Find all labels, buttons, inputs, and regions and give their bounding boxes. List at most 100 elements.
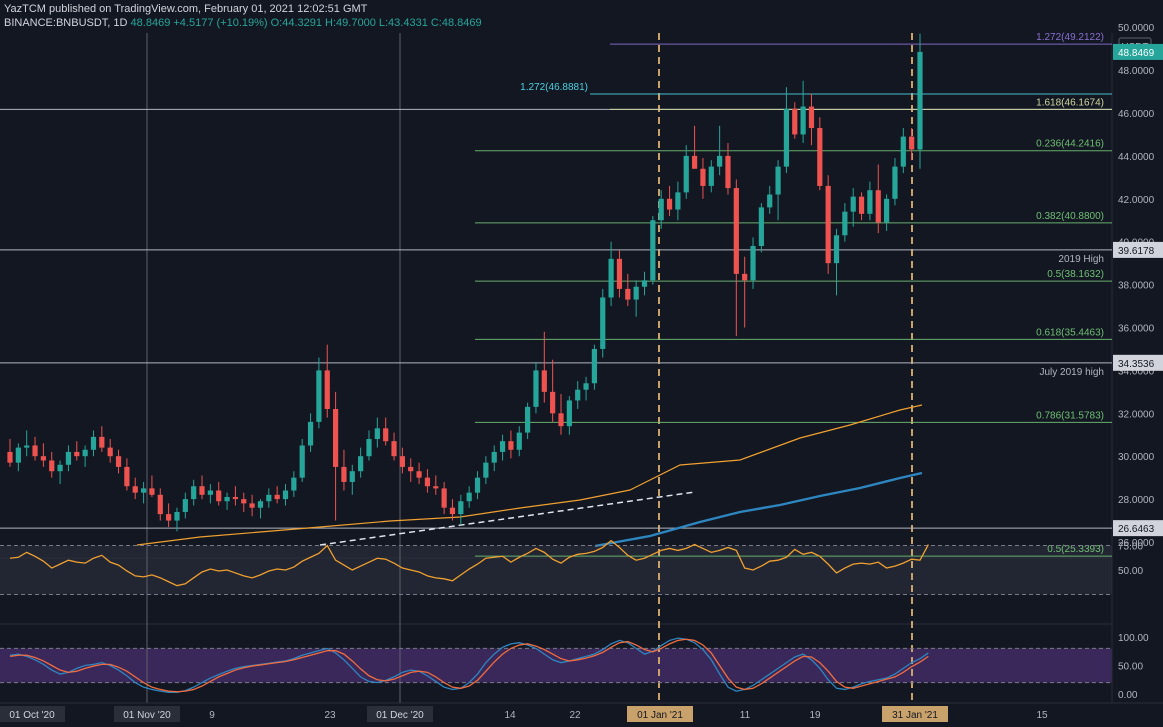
candle-body xyxy=(575,389,581,401)
candle-body xyxy=(366,439,372,457)
candle-body xyxy=(541,370,547,392)
time-label-box xyxy=(627,706,693,722)
candle-body xyxy=(466,492,472,502)
stoch-k-line xyxy=(9,637,929,693)
candle-body xyxy=(641,280,648,287)
symbol-text: BINANCE:BNBUSDT, 1D xyxy=(4,17,128,29)
candle-body xyxy=(124,466,130,487)
rsi-value-box xyxy=(1113,562,1163,578)
y-tick-label: 38.0000 xyxy=(1118,281,1155,292)
candle-body xyxy=(349,471,355,482)
candle-body xyxy=(658,198,664,221)
candle-body xyxy=(458,501,464,515)
stoch-tick-label: 0.00 xyxy=(1118,690,1138,701)
candle-body xyxy=(508,441,514,450)
candle-body xyxy=(132,486,138,493)
price-change: +4.5177 (+10.19%) xyxy=(173,17,268,29)
x-tick-label: 11 xyxy=(740,710,751,721)
candle-body xyxy=(625,288,631,300)
x-tick-label: 15 xyxy=(1036,710,1048,721)
y-tick-label: 26.0000 xyxy=(1118,538,1155,549)
x-tick-label: 22 xyxy=(569,710,581,721)
candle-body xyxy=(391,441,397,457)
candle-body xyxy=(341,466,347,482)
candle-body xyxy=(675,192,681,210)
fib-level-label: 0.5(38.1632) xyxy=(1047,269,1104,280)
price-pane xyxy=(0,33,1112,557)
candle-body xyxy=(374,428,380,440)
candle-body xyxy=(750,245,756,281)
stoch-tick-label: 50.00 xyxy=(1118,662,1143,673)
candle-body xyxy=(708,166,714,186)
candle-body xyxy=(691,155,698,169)
rsi-band xyxy=(0,545,1112,595)
candle-body xyxy=(74,451,80,457)
fib-level-label: 0.5(25.3393) xyxy=(1047,544,1104,555)
candle-body xyxy=(483,462,489,478)
y-tick-label: 42.0000 xyxy=(1118,195,1155,206)
price-label-box xyxy=(1113,43,1163,60)
candle-body xyxy=(166,514,172,521)
candle-body xyxy=(107,447,113,457)
candle-body xyxy=(307,421,314,446)
candle-body xyxy=(616,258,623,289)
candle-body xyxy=(416,471,422,478)
candle-body xyxy=(441,488,447,508)
candle-body xyxy=(733,188,739,274)
candle-body xyxy=(800,106,806,135)
symbol-line: BINANCE:BNBUSDT, 1D 48.8469 +4.5177 (+10… xyxy=(4,17,482,29)
price-label-box xyxy=(1113,241,1163,258)
fib-level-label: 0.236(44.2416) xyxy=(1036,139,1104,150)
candle-body xyxy=(316,370,322,422)
candle-body xyxy=(207,490,213,495)
rsi-tick-label: 75.00 xyxy=(1118,542,1143,553)
moving-average-blue xyxy=(594,471,923,548)
candle-body xyxy=(917,51,923,150)
candle-body xyxy=(516,432,522,450)
candle-body xyxy=(99,436,105,448)
annotation-label: July 2019 high xyxy=(1040,367,1105,378)
candle-body xyxy=(182,499,188,512)
candle-body xyxy=(725,155,731,189)
candle-body xyxy=(550,391,556,414)
price-label: 34.3536 xyxy=(1118,359,1155,370)
fib-level-label: 0.618(35.4463) xyxy=(1036,327,1104,338)
candle-body xyxy=(291,477,297,491)
candle-body xyxy=(399,456,405,467)
x-tick-label: 14 xyxy=(504,710,516,721)
candle-body xyxy=(666,198,673,210)
rsi-tick-label: 50.00 xyxy=(1118,566,1143,577)
candle-body xyxy=(216,490,222,502)
candle-body xyxy=(533,370,539,407)
candle-body xyxy=(358,456,364,472)
candle-body xyxy=(7,451,13,463)
chart-header: YazTCM published on TradingView.com, Feb… xyxy=(0,0,1163,32)
fib-level-label: 1.272(49.2122) xyxy=(1036,32,1104,43)
price-label: 39.6178 xyxy=(1118,246,1155,257)
candle-body xyxy=(174,511,180,521)
price-label-box xyxy=(1113,520,1163,537)
candle-body xyxy=(650,220,656,281)
fib-level-label: 1.272(46.8881) xyxy=(520,82,588,93)
candle-body xyxy=(783,108,790,167)
candle-body xyxy=(499,441,506,452)
candle-body xyxy=(332,409,339,467)
candle-body xyxy=(90,436,97,450)
last-price: 48.8469 xyxy=(130,17,171,29)
time-label-box xyxy=(0,706,65,722)
candle-body xyxy=(600,297,606,349)
candle-body xyxy=(149,488,155,495)
candle-body xyxy=(282,490,289,500)
candle-body xyxy=(683,155,689,193)
candle-body xyxy=(140,488,147,493)
candle-body xyxy=(24,445,30,448)
y-tick-label: 32.0000 xyxy=(1118,409,1155,420)
candle-body xyxy=(157,494,163,515)
candle-body xyxy=(232,496,239,500)
y-tick-label: 30.0000 xyxy=(1118,452,1155,463)
time-axis xyxy=(0,703,1163,727)
candle-body xyxy=(700,168,706,186)
candle-body xyxy=(867,190,873,214)
candle-body xyxy=(491,451,497,463)
